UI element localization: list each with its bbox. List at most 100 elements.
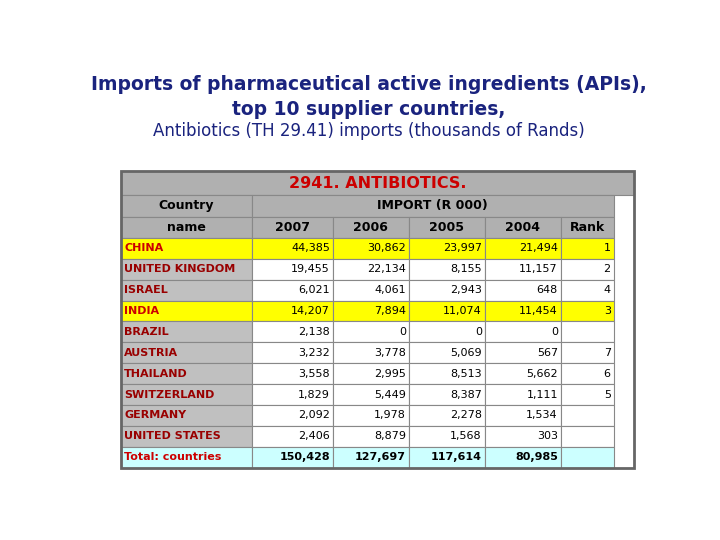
Text: 0: 0	[551, 327, 558, 337]
Text: 19,455: 19,455	[291, 264, 330, 274]
Text: 6,021: 6,021	[298, 285, 330, 295]
Bar	[251, 447, 333, 468]
Text: 0: 0	[475, 327, 482, 337]
Text: BRAZIL: BRAZIL	[124, 327, 168, 337]
Bar	[121, 171, 634, 468]
Bar	[409, 342, 485, 363]
Bar	[251, 259, 333, 280]
Text: 3: 3	[604, 306, 611, 316]
Text: 127,697: 127,697	[355, 453, 406, 462]
Bar	[251, 301, 333, 321]
Text: name: name	[167, 221, 206, 234]
Bar	[561, 426, 613, 447]
Text: 567: 567	[536, 348, 558, 358]
Text: CHINA: CHINA	[124, 244, 163, 253]
Bar	[485, 301, 561, 321]
Text: 2,278: 2,278	[450, 410, 482, 421]
Text: Total: countries: Total: countries	[124, 453, 222, 462]
Text: 30,862: 30,862	[367, 244, 406, 253]
Bar	[409, 301, 485, 321]
Bar	[409, 363, 485, 384]
Text: 8,387: 8,387	[450, 389, 482, 400]
Text: UNITED KINGDOM: UNITED KINGDOM	[124, 264, 235, 274]
Bar	[409, 384, 485, 405]
Bar	[121, 405, 251, 426]
Bar	[561, 217, 613, 238]
Text: THAILAND: THAILAND	[124, 369, 188, 379]
Text: 150,428: 150,428	[279, 453, 330, 462]
Text: 14,207: 14,207	[291, 306, 330, 316]
Bar	[251, 280, 333, 301]
Text: 5,662: 5,662	[526, 369, 558, 379]
Text: 2006: 2006	[354, 221, 388, 234]
Text: top 10 supplier countries,: top 10 supplier countries,	[233, 100, 505, 119]
Text: Imports of pharmaceutical active ingredients (APIs),: Imports of pharmaceutical active ingredi…	[91, 75, 647, 94]
Bar	[333, 238, 409, 259]
Text: 1: 1	[604, 244, 611, 253]
Bar	[251, 321, 333, 342]
Text: 2004: 2004	[505, 221, 540, 234]
Text: INDIA: INDIA	[124, 306, 159, 316]
Bar	[333, 363, 409, 384]
Text: 5,449: 5,449	[374, 389, 406, 400]
Bar	[485, 259, 561, 280]
Text: 2,943: 2,943	[450, 285, 482, 295]
Text: 22,134: 22,134	[367, 264, 406, 274]
Bar	[121, 195, 251, 217]
Text: 1,978: 1,978	[374, 410, 406, 421]
Text: Antibiotics (TH 29.41) imports (thousands of Rands): Antibiotics (TH 29.41) imports (thousand…	[153, 122, 585, 140]
Text: Country: Country	[158, 199, 214, 212]
Bar	[333, 321, 409, 342]
Text: 2941. ANTIBIOTICS.: 2941. ANTIBIOTICS.	[289, 176, 466, 191]
Bar	[251, 238, 333, 259]
Bar	[121, 363, 251, 384]
Text: ISRAEL: ISRAEL	[124, 285, 168, 295]
Text: 1,534: 1,534	[526, 410, 558, 421]
Text: 303: 303	[537, 431, 558, 441]
Text: 2,092: 2,092	[298, 410, 330, 421]
Bar	[251, 363, 333, 384]
Text: Rank: Rank	[570, 221, 605, 234]
Bar	[121, 321, 251, 342]
Text: IMPORT (R 000): IMPORT (R 000)	[377, 199, 488, 212]
Text: UNITED STATES: UNITED STATES	[124, 431, 221, 441]
Bar	[485, 384, 561, 405]
Bar	[561, 259, 613, 280]
Text: 2: 2	[603, 264, 611, 274]
Bar	[333, 426, 409, 447]
Bar	[409, 259, 485, 280]
Text: 4,061: 4,061	[374, 285, 406, 295]
Bar	[251, 426, 333, 447]
Bar	[561, 280, 613, 301]
Text: 80,985: 80,985	[515, 453, 558, 462]
Text: 8,879: 8,879	[374, 431, 406, 441]
Text: 6: 6	[604, 369, 611, 379]
Bar	[561, 405, 613, 426]
Text: 5: 5	[604, 389, 611, 400]
Text: 648: 648	[536, 285, 558, 295]
Text: 1,829: 1,829	[298, 389, 330, 400]
Bar	[485, 280, 561, 301]
Bar	[251, 384, 333, 405]
Bar	[333, 259, 409, 280]
Text: 117,614: 117,614	[431, 453, 482, 462]
Bar	[561, 321, 613, 342]
Bar	[251, 217, 333, 238]
Bar	[121, 447, 251, 468]
Bar	[121, 342, 251, 363]
Bar	[251, 405, 333, 426]
Bar	[333, 384, 409, 405]
Text: 44,385: 44,385	[291, 244, 330, 253]
Text: GERMANY: GERMANY	[124, 410, 186, 421]
Bar	[333, 280, 409, 301]
Text: 11,157: 11,157	[519, 264, 558, 274]
Bar	[561, 342, 613, 363]
Bar	[409, 280, 485, 301]
Bar	[485, 405, 561, 426]
Bar	[121, 171, 634, 195]
Bar	[121, 238, 251, 259]
Text: 1,111: 1,111	[526, 389, 558, 400]
Bar	[485, 238, 561, 259]
Text: AUSTRIA: AUSTRIA	[124, 348, 178, 358]
Bar	[409, 405, 485, 426]
